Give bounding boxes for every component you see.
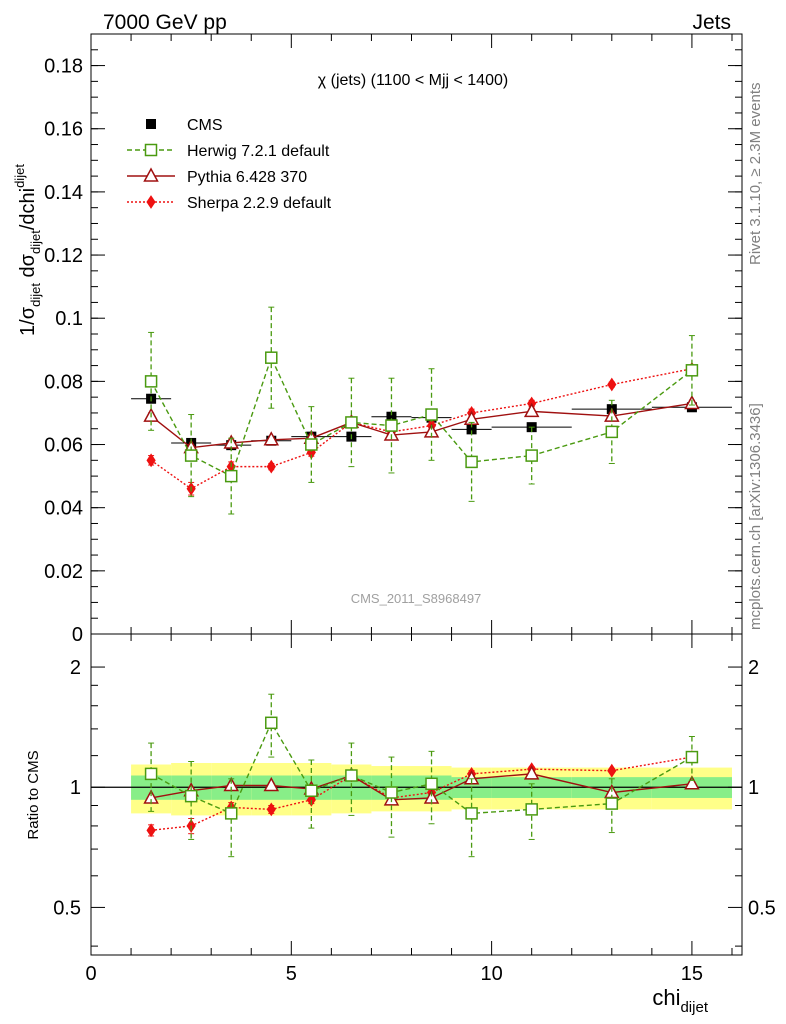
legend: CMS Herwig 7.2.1 default Pythia 6.428 370 S… [127, 117, 332, 212]
cms-data-point [386, 411, 397, 422]
main-y-tick-label: 0.1 [55, 308, 83, 330]
main-y-axis-label: 1/σdijet dσdijet/dchidijet [12, 164, 43, 336]
sherpa-point [607, 377, 617, 392]
plot-title: χ (jets) (1100 < Mjj < 1400) [318, 72, 508, 89]
energy-label: 7000 GeV pp [103, 11, 227, 34]
x-label-sub: dijet [680, 999, 708, 1016]
herwig-point [605, 425, 619, 439]
ratio-y-tick-label-right: 2 [748, 657, 759, 679]
main-panel: 0 0.02 0.04 0.06 0.08 0.1 0.12 0.14 0.16 0.18 χ (… [12, 33, 743, 646]
herwig-ratio-point [525, 803, 538, 816]
x-axis-label: chidijet [652, 985, 708, 1016]
main-series-layer [131, 306, 732, 515]
mcplots-source-label: mcplots.cern.ch [arXiv:1306.3436] [747, 403, 764, 630]
x-tick-label: 10 [480, 963, 502, 985]
analysis-watermark: CMS_2011_S8968497 [351, 591, 482, 606]
ratio-panel: 0.5 0.5 1 1 2 2 0 5 10 15 Ratio to CMS chidijet [25, 633, 776, 1016]
herwig-ratio-point [385, 786, 398, 799]
main-y-tick-label: 0.14 [44, 182, 83, 204]
herwig-point [184, 449, 198, 462]
herwig-point [345, 416, 358, 429]
legend-herwig-marker [144, 143, 158, 157]
pythia-ratio-line [150, 773, 692, 801]
herwig-ratio-point [265, 716, 278, 730]
ratio-plot-frame [90, 633, 743, 956]
pythia-point [263, 431, 280, 446]
ratio-series-layer [143, 693, 700, 858]
main-y-tick-label: 0.06 [44, 435, 83, 457]
legend-cms-label: CMS [187, 117, 223, 134]
y-label-part3: /dchi [17, 188, 39, 230]
x-tick-label: 5 [286, 963, 297, 985]
sherpa-ratio-point [607, 763, 617, 778]
legend-cms-marker [146, 119, 156, 129]
herwig-ratio-point [184, 789, 198, 803]
herwig-point [425, 408, 438, 421]
ratio-y-tick-label-right: 0.5 [748, 897, 776, 919]
pythia-ratio-point [263, 776, 280, 792]
rivet-version-label: Rivet 3.1.10, ≥ 2.3M events [747, 83, 764, 266]
x-tick-label: 0 [85, 963, 96, 985]
main-y-tick-label: 0.16 [44, 119, 83, 141]
y-label-sub3: dijet [12, 164, 27, 188]
pythia-line [150, 402, 693, 449]
ratio-axis-ticks: 0.5 0.5 1 1 2 2 0 5 10 15 [53, 634, 776, 985]
herwig-point [265, 351, 278, 364]
herwig-ratio-point [685, 750, 699, 764]
herwig-point [525, 449, 538, 462]
main-y-tick-label: 0.04 [44, 498, 83, 520]
herwig-ratio-point [605, 797, 619, 810]
main-y-tick-label: 0.02 [44, 561, 83, 583]
x-tick-label: 15 [681, 963, 703, 985]
legend-pythia-marker [143, 167, 159, 182]
main-y-tick-label: 0.08 [44, 371, 83, 393]
main-y-tick-label: 0.18 [44, 56, 83, 78]
main-y-tick-label: 0.12 [44, 245, 83, 267]
sherpa-point [266, 459, 276, 474]
herwig-point [685, 364, 699, 377]
legend-herwig-label: Herwig 7.2.1 default [187, 143, 330, 160]
ratio-y-tick-label: 1 [70, 777, 81, 799]
ratio-y-axis-label: Ratio to CMS [25, 750, 42, 839]
sherpa-point [146, 453, 156, 468]
herwig-line [150, 355, 693, 478]
herwig-ratio-point [224, 807, 238, 820]
y-label-sub1: dijet [28, 283, 43, 307]
herwig-ratio-point [345, 769, 358, 782]
herwig-point [144, 375, 158, 388]
legend-sherpa-label: Sherpa 2.2.9 default [187, 195, 332, 212]
pythia-ratio-point [684, 775, 700, 790]
ratio-y-tick-label: 2 [70, 657, 81, 679]
sherpa-line [150, 368, 693, 490]
y-label-part2: dσ [17, 253, 39, 283]
herwig-point [385, 419, 398, 432]
main-axis-ticks: 0 0.02 0.04 0.06 0.08 0.1 0.12 0.14 0.16 0.18 [44, 33, 742, 646]
y-label-sub2: dijet [28, 230, 43, 254]
pythia-point [523, 402, 540, 418]
pythia-ratio-point [523, 765, 540, 780]
herwig-ratio-point [305, 784, 318, 797]
category-label: Jets [692, 11, 731, 34]
legend-sherpa-marker [146, 195, 156, 209]
legend-pythia-label: Pythia 6.428 370 [187, 169, 307, 186]
pythia-point [383, 426, 400, 441]
herwig-ratio-line [150, 721, 693, 815]
y-label-part1: 1/σ [17, 306, 39, 336]
sherpa-ratio-point [266, 802, 276, 817]
herwig-ratio-point [425, 777, 438, 791]
herwig-point [224, 469, 238, 483]
cms-data-point [466, 424, 477, 435]
herwig-ratio-point [465, 807, 478, 820]
x-label-main: chi [652, 985, 680, 1010]
herwig-point [465, 455, 478, 469]
main-y-tick-label: 0 [72, 624, 83, 646]
ratio-y-tick-label: 0.5 [53, 897, 81, 919]
herwig-ratio-point [144, 767, 158, 781]
ratio-y-tick-label-right: 1 [748, 777, 759, 799]
sherpa-ratio-point [146, 823, 156, 838]
herwig-point [305, 438, 318, 451]
